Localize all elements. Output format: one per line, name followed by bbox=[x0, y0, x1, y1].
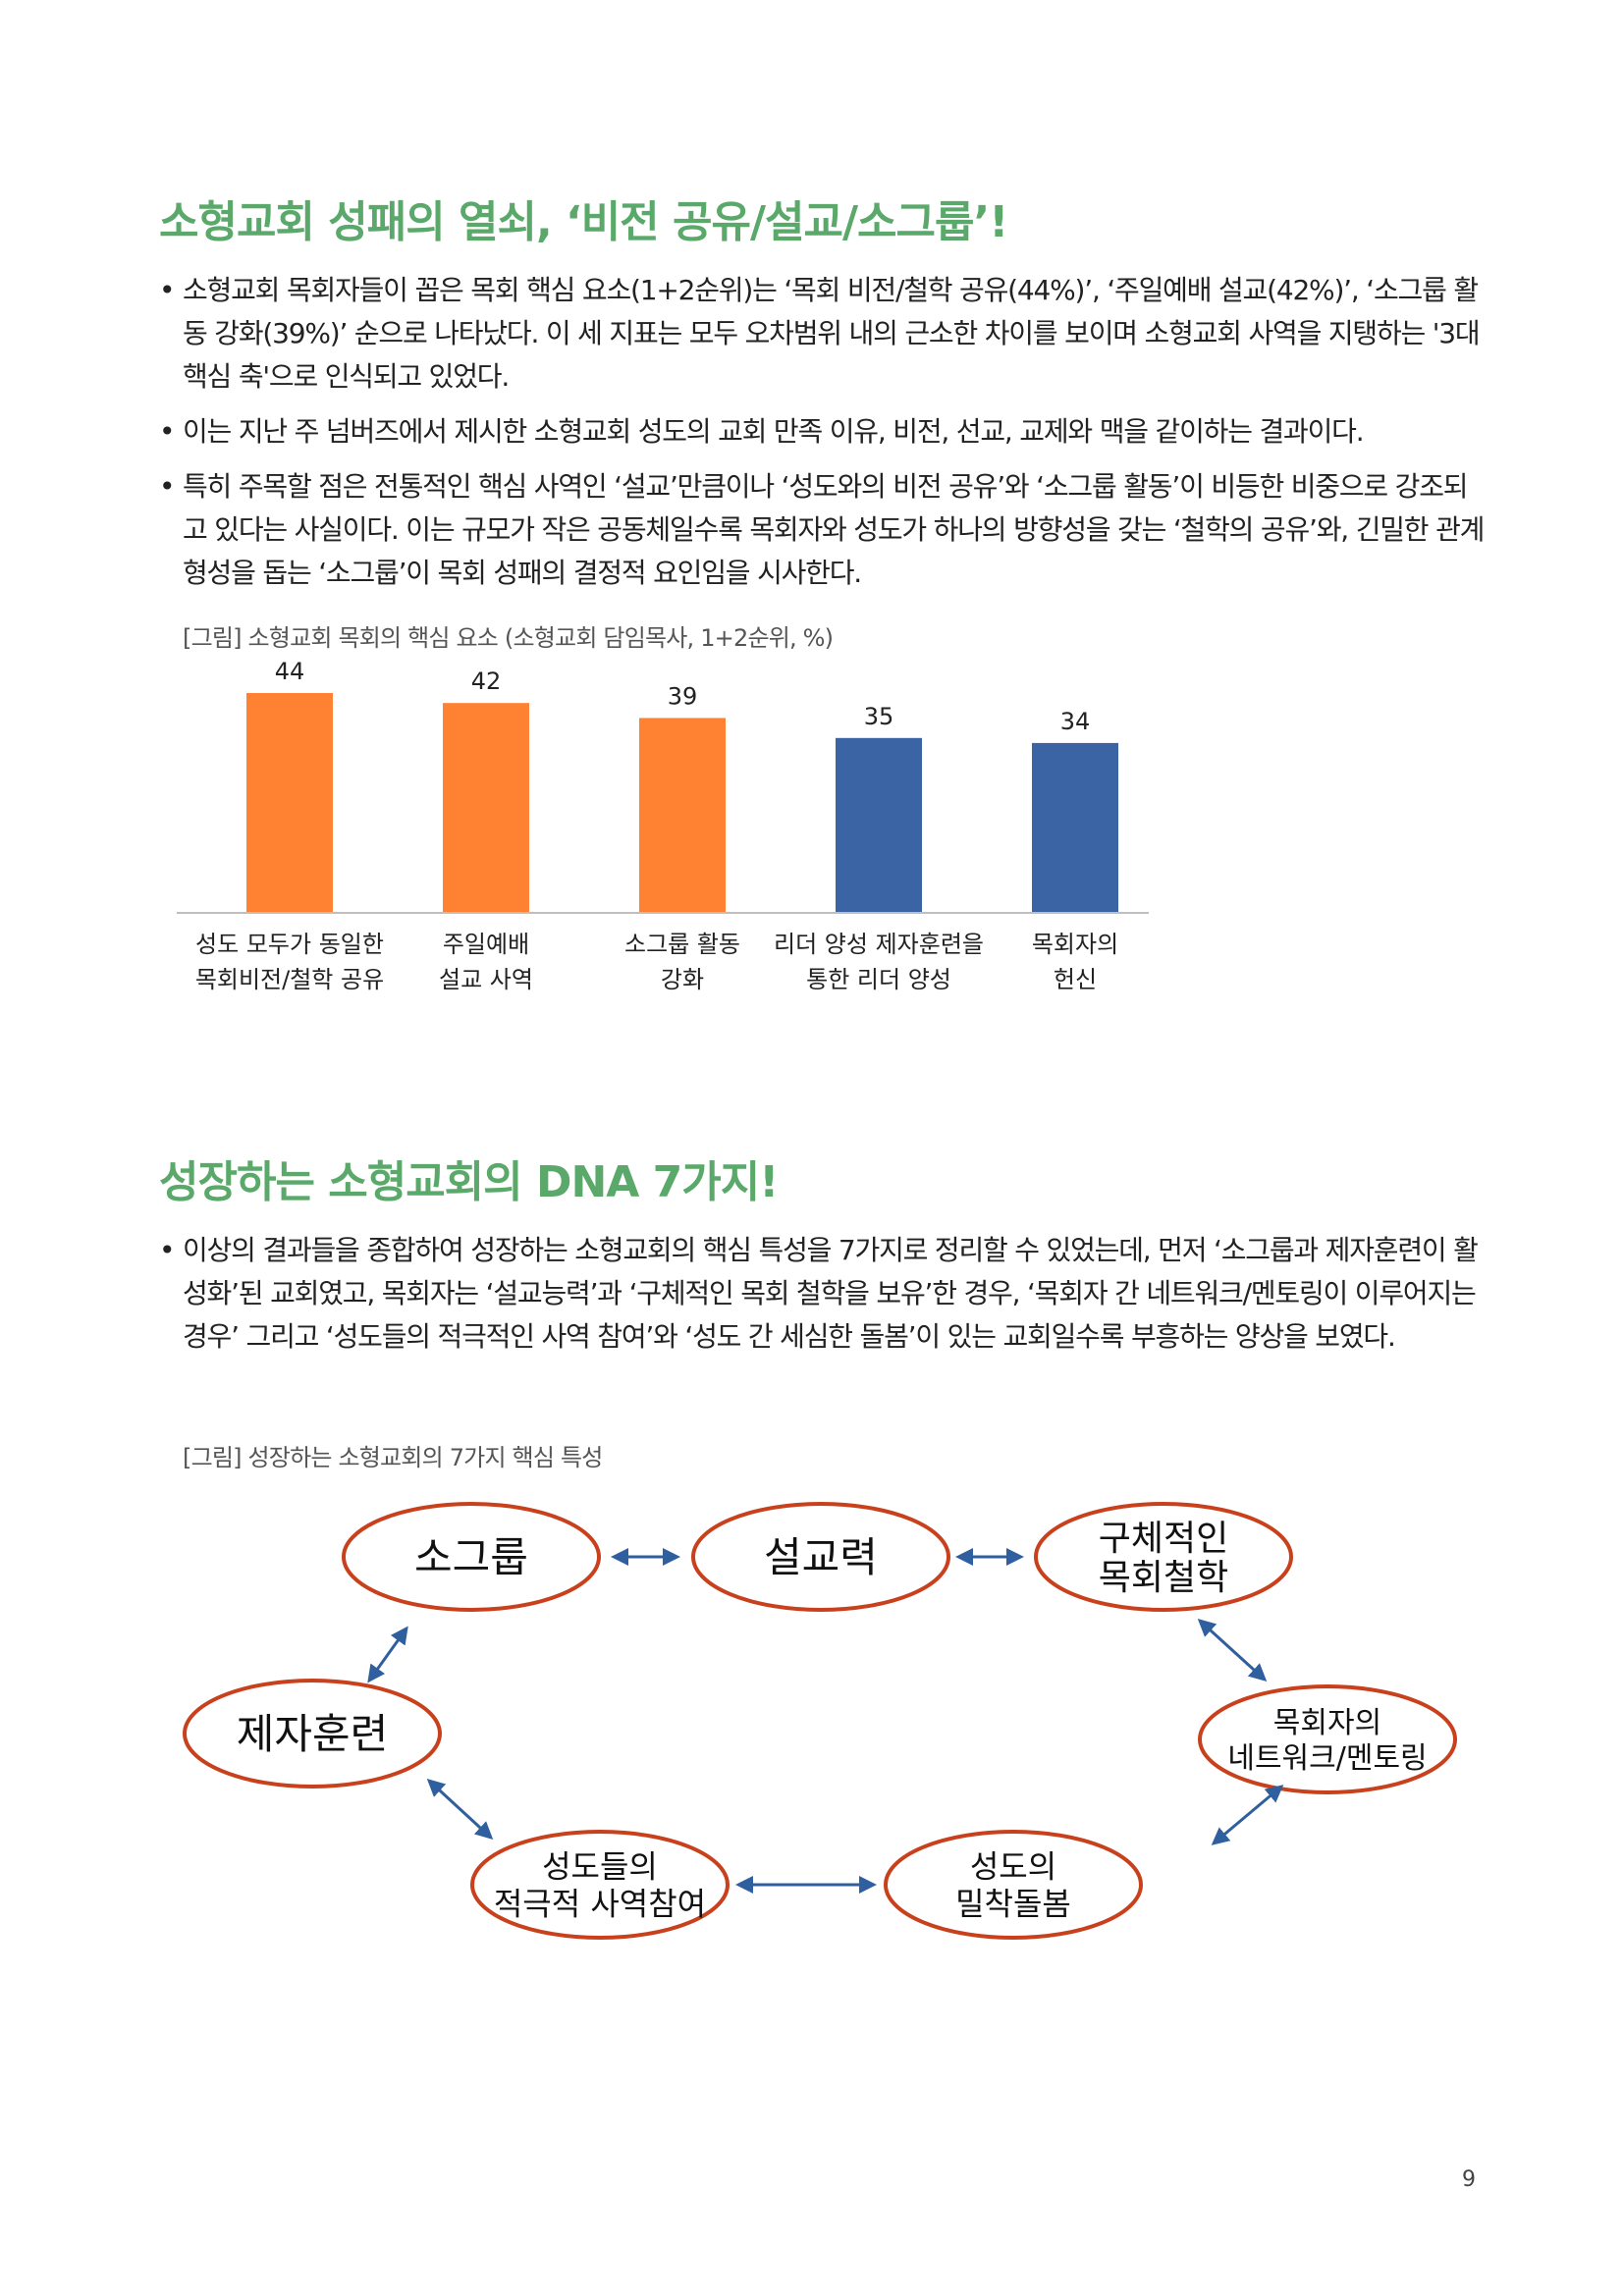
section2-heading: 성장하는 소형교회의 DNA 7가지! bbox=[159, 1157, 779, 1207]
bar bbox=[836, 737, 922, 913]
node-ellipse bbox=[691, 1502, 950, 1612]
node-label: 목회자의 bbox=[1273, 1706, 1381, 1740]
node-label: 성도의 bbox=[970, 1848, 1056, 1886]
bullet-item: 이상의 결과들을 종합하여 성장하는 소형교회의 핵심 특성을 7가지로 정리할… bbox=[159, 1229, 1485, 1359]
bullet-item: 이는 지난 주 넘버즈에서 제시한 소형교회 성도의 교회 만족 이유, 비전,… bbox=[159, 410, 1485, 454]
category-label: 목회비전/철학 공유 bbox=[195, 966, 384, 993]
bullet-item: 소형교회 목회자들이 꼽은 목회 핵심 요소(1+2순위)는 ‘목회 비전/철학… bbox=[159, 269, 1485, 399]
node-ellipse bbox=[470, 1830, 730, 1940]
connector-arrow bbox=[367, 1626, 408, 1683]
node-label: 적극적 사역참여 bbox=[494, 1886, 706, 1923]
category-label: 성도 모두가 동일한 bbox=[195, 931, 384, 958]
data-label: 44 bbox=[275, 658, 305, 685]
node-label: 밀착돌봄 bbox=[955, 1886, 1071, 1923]
category-label: 주일예배 bbox=[443, 931, 529, 958]
chart-caption: [그림] 소형교회 목회의 핵심 요소 (소형교회 담임목사, 1+2순위, %… bbox=[183, 624, 834, 652]
category-label: 헌신 bbox=[1054, 966, 1097, 993]
data-label: 34 bbox=[1060, 708, 1091, 735]
connector-arrow bbox=[1197, 1618, 1268, 1682]
bullet-item: 특히 주목할 점은 전통적인 핵심 사역인 ‘설교’만큼이나 ‘성도와의 비전 … bbox=[159, 465, 1485, 595]
node-label: 목회철학 bbox=[1099, 1558, 1228, 1598]
node-label: 성도들의 bbox=[542, 1848, 658, 1886]
connector-arrow bbox=[1211, 1785, 1284, 1845]
data-label: 42 bbox=[471, 667, 502, 695]
node-label: 소그룹 bbox=[414, 1533, 528, 1581]
page-number: 9 bbox=[1462, 2167, 1476, 2192]
data-label: 39 bbox=[668, 682, 698, 710]
node-ellipse bbox=[342, 1502, 601, 1612]
category-label: 설교 사역 bbox=[439, 966, 533, 993]
category-label: 리더 양성 제자훈련을 bbox=[774, 931, 984, 958]
node-ellipse bbox=[183, 1679, 442, 1789]
node-label: 제자훈련 bbox=[237, 1710, 389, 1758]
section1-heading: 소형교회 성패의 열쇠, ‘비전 공유/설교/소그룹’! bbox=[159, 197, 1008, 247]
bar bbox=[246, 693, 333, 913]
node-label: 설교력 bbox=[764, 1533, 878, 1581]
node-discipleship: 제자훈련 bbox=[183, 1679, 442, 1789]
node-small-group: 소그룹 bbox=[342, 1502, 601, 1612]
connector-arrow bbox=[426, 1778, 494, 1841]
node-ellipse bbox=[1198, 1684, 1457, 1794]
bar bbox=[1032, 742, 1118, 913]
section2-bullets: 이상의 결과들을 종합하여 성장하는 소형교회의 핵심 특성을 7가지로 정리할… bbox=[159, 1229, 1485, 1370]
category-label: 강화 bbox=[661, 966, 704, 993]
node-label: 네트워크/멘토링 bbox=[1227, 1741, 1427, 1776]
category-label: 목회자의 bbox=[1032, 931, 1118, 958]
node-ellipse bbox=[884, 1830, 1143, 1940]
category-label: 소그룹 활동 bbox=[624, 931, 740, 958]
diagram-caption: [그림] 성장하는 소형교회의 7가지 핵심 특성 bbox=[183, 1444, 603, 1471]
bar bbox=[639, 718, 726, 913]
data-label: 35 bbox=[864, 703, 894, 730]
section1-bullets: 소형교회 목회자들이 꼽은 목회 핵심 요소(1+2순위)는 ‘목회 비전/철학… bbox=[159, 269, 1485, 607]
node-label: 구체적인 bbox=[1099, 1519, 1228, 1559]
node-ellipse bbox=[1034, 1502, 1293, 1612]
node-preaching: 설교력 bbox=[691, 1502, 950, 1612]
category-label: 통한 리더 양성 bbox=[806, 966, 951, 993]
bar bbox=[443, 703, 529, 913]
